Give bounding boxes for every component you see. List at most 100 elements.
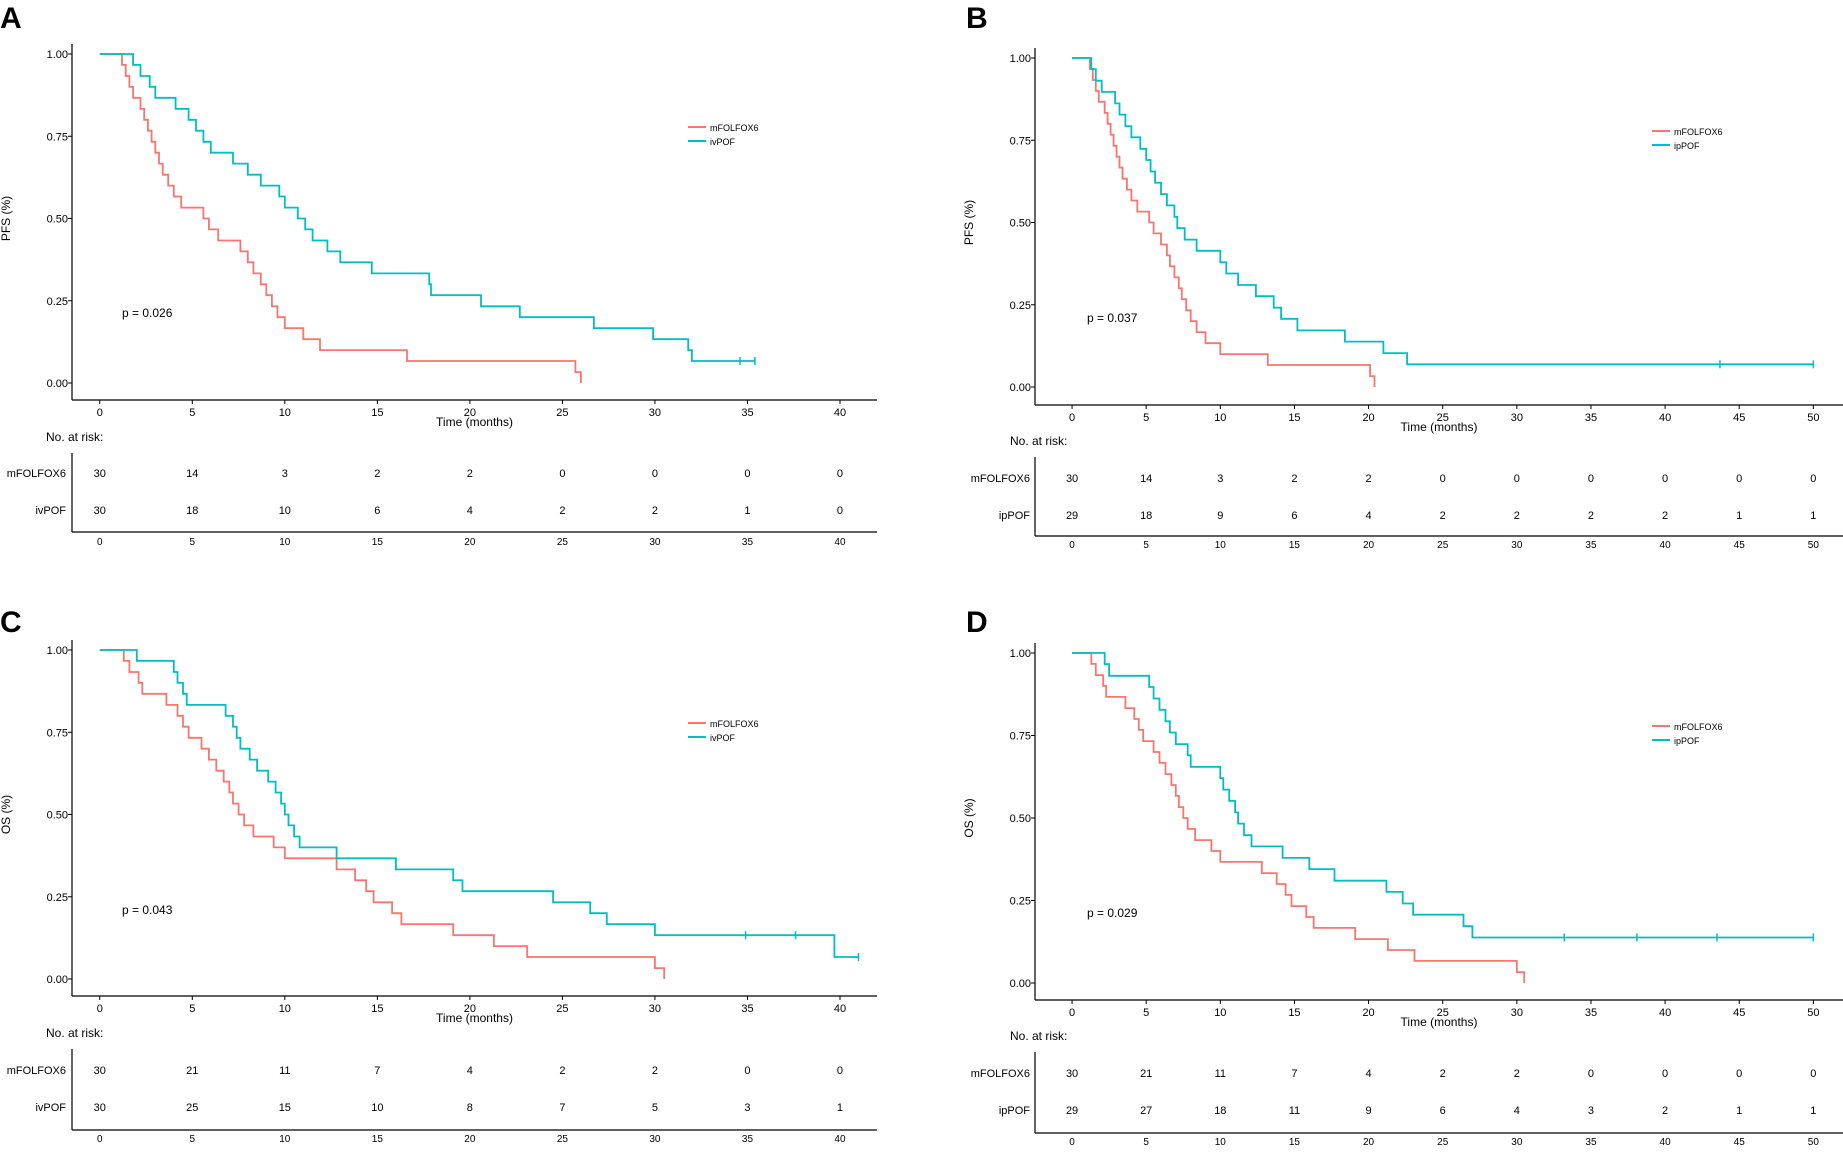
risk-value: 10 xyxy=(279,505,291,517)
risk-value: 2 xyxy=(374,468,380,480)
risk-value: 30 xyxy=(94,1102,106,1114)
x-tick-label: 30 xyxy=(1511,1007,1523,1019)
risk-value: 1 xyxy=(1810,1105,1816,1117)
risk-x-tick-label: 45 xyxy=(1734,1137,1746,1148)
risk-value: 0 xyxy=(1588,1068,1594,1080)
risk-value: 2 xyxy=(652,505,658,517)
risk-x-tick-label: 5 xyxy=(1143,1137,1149,1148)
risk-value: 4 xyxy=(467,505,473,517)
y-tick-label: 0.50 xyxy=(47,214,68,226)
risk-value: 3 xyxy=(1217,473,1223,485)
risk-row-label: ivPOF xyxy=(35,1102,66,1114)
risk-value: 8 xyxy=(467,1102,473,1114)
legend-label: ipPOF xyxy=(1674,141,1700,151)
x-tick-label: 5 xyxy=(189,1003,195,1015)
risk-value: 4 xyxy=(1514,1105,1520,1117)
risk-x-tick-label: 5 xyxy=(190,1134,196,1145)
x-tick-label: 20 xyxy=(464,407,476,419)
legend-label: mFOLFOX6 xyxy=(1674,722,1723,732)
km-curve-ivpof xyxy=(99,649,859,958)
risk-table-header: No. at risk: xyxy=(1010,1029,1067,1043)
risk-row-label: mFOLFOX6 xyxy=(971,473,1030,485)
risk-value: 0 xyxy=(1810,473,1816,485)
y-tick-label: 0.50 xyxy=(47,810,68,822)
risk-x-tick-label: 0 xyxy=(97,537,103,548)
risk-x-tick-label: 40 xyxy=(1660,540,1672,551)
risk-x-tick-label: 20 xyxy=(1363,540,1375,551)
risk-row-label: mFOLFOX6 xyxy=(7,1065,66,1077)
risk-x-tick-label: 20 xyxy=(464,537,476,548)
risk-value: 11 xyxy=(1215,1068,1226,1080)
y-tick-label: 0.75 xyxy=(47,131,68,143)
y-tick-label: 0.00 xyxy=(1010,978,1031,990)
panel-letter: C xyxy=(0,606,22,639)
risk-x-tick-label: 50 xyxy=(1808,540,1820,551)
risk-value: 30 xyxy=(94,505,106,517)
risk-value: 2 xyxy=(559,1065,565,1077)
risk-value: 29 xyxy=(1066,510,1078,522)
x-tick-label: 30 xyxy=(649,407,661,419)
risk-value: 14 xyxy=(1140,473,1152,485)
risk-x-tick-label: 15 xyxy=(372,1134,384,1145)
y-tick-label: 0.75 xyxy=(1010,731,1031,743)
risk-value: 21 xyxy=(186,1065,198,1077)
x-tick-label: 35 xyxy=(741,407,753,419)
risk-value: 21 xyxy=(1140,1068,1152,1080)
risk-x-tick-label: 5 xyxy=(1143,540,1149,551)
risk-x-tick-label: 15 xyxy=(1289,1137,1301,1148)
y-tick-label: 1.00 xyxy=(47,49,68,61)
risk-value: 18 xyxy=(1140,510,1152,522)
risk-value: 5 xyxy=(652,1102,658,1114)
risk-x-tick-label: 35 xyxy=(1585,1137,1597,1148)
risk-value: 11 xyxy=(279,1065,290,1077)
risk-value: 0 xyxy=(1514,473,1520,485)
risk-value: 2 xyxy=(1514,1068,1520,1080)
y-tick-label: 0.25 xyxy=(47,892,68,904)
y-tick-label: 0.25 xyxy=(47,296,68,308)
x-tick-label: 10 xyxy=(1214,412,1226,424)
legend-label: ivPOF xyxy=(710,137,736,147)
p-value-annotation: p = 0.037 xyxy=(1087,311,1138,325)
x-tick-label: 30 xyxy=(649,1003,661,1015)
risk-value: 9 xyxy=(1217,510,1223,522)
risk-table-header: No. at risk: xyxy=(46,1026,103,1040)
x-tick-label: 40 xyxy=(1659,1007,1671,1019)
risk-value: 0 xyxy=(559,468,565,480)
risk-value: 4 xyxy=(467,1065,473,1077)
risk-value: 0 xyxy=(1588,473,1594,485)
risk-value: 2 xyxy=(652,1065,658,1077)
risk-table-header: No. at risk: xyxy=(46,430,103,444)
x-axis-title: Time (months) xyxy=(1401,420,1478,434)
risk-value: 4 xyxy=(1366,1068,1372,1080)
x-tick-label: 15 xyxy=(371,1003,383,1015)
risk-x-tick-label: 25 xyxy=(557,1134,569,1145)
panel-a: A0.000.250.500.751.000 5 10 15 20 25 30 35 40Tim… xyxy=(0,2,877,548)
risk-value: 2 xyxy=(559,505,565,517)
x-tick-label: 15 xyxy=(1288,1007,1300,1019)
risk-x-tick-label: 0 xyxy=(1069,1137,1075,1148)
risk-x-tick-label: 15 xyxy=(372,537,384,548)
risk-value: 14 xyxy=(186,468,198,480)
risk-x-tick-label: 15 xyxy=(1289,540,1301,551)
p-value-annotation: p = 0.043 xyxy=(122,903,173,917)
risk-value: 6 xyxy=(1440,1105,1446,1117)
risk-value: 30 xyxy=(1066,1068,1078,1080)
km-curve-mfolfox6 xyxy=(99,53,582,383)
x-tick-label: 40 xyxy=(1659,412,1671,424)
risk-value: 0 xyxy=(1736,1068,1742,1080)
risk-value: 2 xyxy=(1440,510,1446,522)
x-tick-label: 50 xyxy=(1807,412,1819,424)
risk-x-tick-label: 40 xyxy=(834,537,846,548)
y-tick-label: 0.75 xyxy=(47,727,68,739)
risk-x-tick-label: 20 xyxy=(464,1134,476,1145)
risk-value: 6 xyxy=(374,505,380,517)
x-tick-label: 20 xyxy=(1362,412,1374,424)
km-curve-ippof xyxy=(1072,57,1814,366)
legend-label: ivPOF xyxy=(710,733,736,743)
risk-value: 0 xyxy=(1736,473,1742,485)
risk-table-header: No. at risk: xyxy=(1010,434,1067,448)
x-tick-label: 50 xyxy=(1807,1007,1819,1019)
x-tick-label: 40 xyxy=(834,407,846,419)
x-axis-title: Time (months) xyxy=(436,1011,513,1025)
